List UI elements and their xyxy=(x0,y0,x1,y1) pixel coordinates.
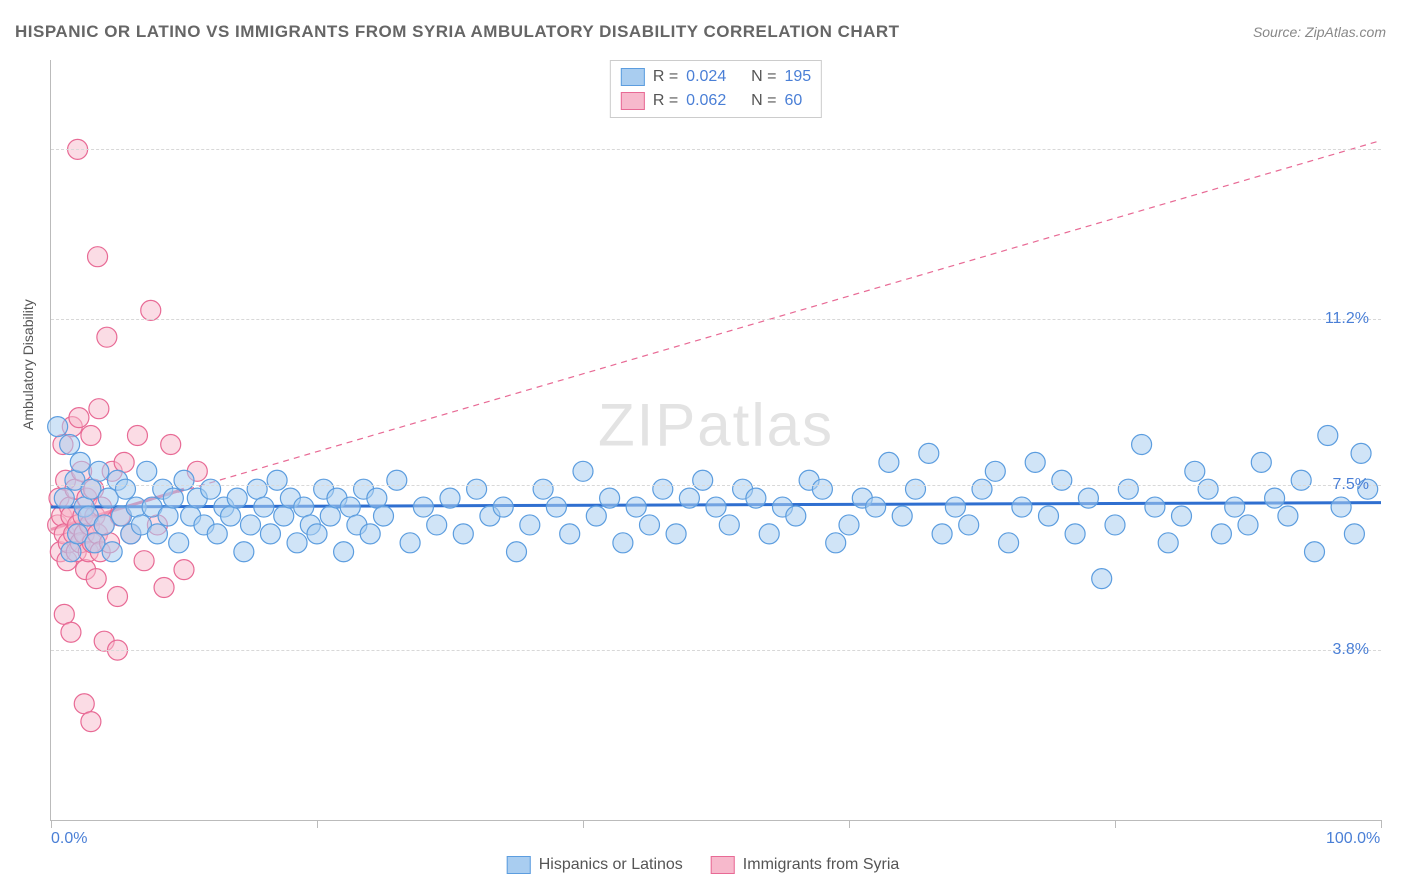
r-label: R = xyxy=(653,89,678,113)
y-tick-label: 11.2% xyxy=(1325,310,1369,328)
swatch-pink xyxy=(621,92,645,110)
stats-row-blue: R = 0.024 N = 195 xyxy=(621,65,811,89)
swatch-blue xyxy=(621,68,645,86)
scatter-svg xyxy=(51,60,1381,820)
y-axis-label: Ambulatory Disability xyxy=(20,299,36,430)
n-label: N = xyxy=(751,65,776,89)
y-tick-label: 7.5% xyxy=(1333,476,1369,494)
x-tick-label: 0.0% xyxy=(51,830,87,848)
stats-row-pink: R = 0.062 N = 60 xyxy=(621,89,811,113)
x-tick-label: 100.0% xyxy=(1326,830,1380,848)
swatch-blue-icon xyxy=(507,856,531,874)
chart-source: Source: ZipAtlas.com xyxy=(1253,24,1386,40)
n-value-blue: 195 xyxy=(784,65,811,89)
source-prefix: Source: xyxy=(1253,24,1305,40)
legend-label-pink: Immigrants from Syria xyxy=(743,856,899,874)
n-label: N = xyxy=(751,89,776,113)
r-value-pink: 0.062 xyxy=(686,89,726,113)
r-label: R = xyxy=(653,65,678,89)
n-value-pink: 60 xyxy=(784,89,802,113)
plot-area: ZIPatlas R = 0.024 N = 195 R = 0.062 N =… xyxy=(50,60,1381,821)
chart-title: HISPANIC OR LATINO VS IMMIGRANTS FROM SY… xyxy=(15,22,900,42)
swatch-pink-icon xyxy=(711,856,735,874)
y-tick-label: 3.8% xyxy=(1333,641,1369,659)
correlation-chart: HISPANIC OR LATINO VS IMMIGRANTS FROM SY… xyxy=(0,0,1406,892)
source-link[interactable]: ZipAtlas.com xyxy=(1305,24,1386,40)
legend-item-pink: Immigrants from Syria xyxy=(711,856,899,874)
r-value-blue: 0.024 xyxy=(686,65,726,89)
series-legend: Hispanics or Latinos Immigrants from Syr… xyxy=(507,856,900,874)
legend-item-blue: Hispanics or Latinos xyxy=(507,856,683,874)
stats-legend: R = 0.024 N = 195 R = 0.062 N = 60 xyxy=(610,60,822,118)
legend-label-blue: Hispanics or Latinos xyxy=(539,856,683,874)
